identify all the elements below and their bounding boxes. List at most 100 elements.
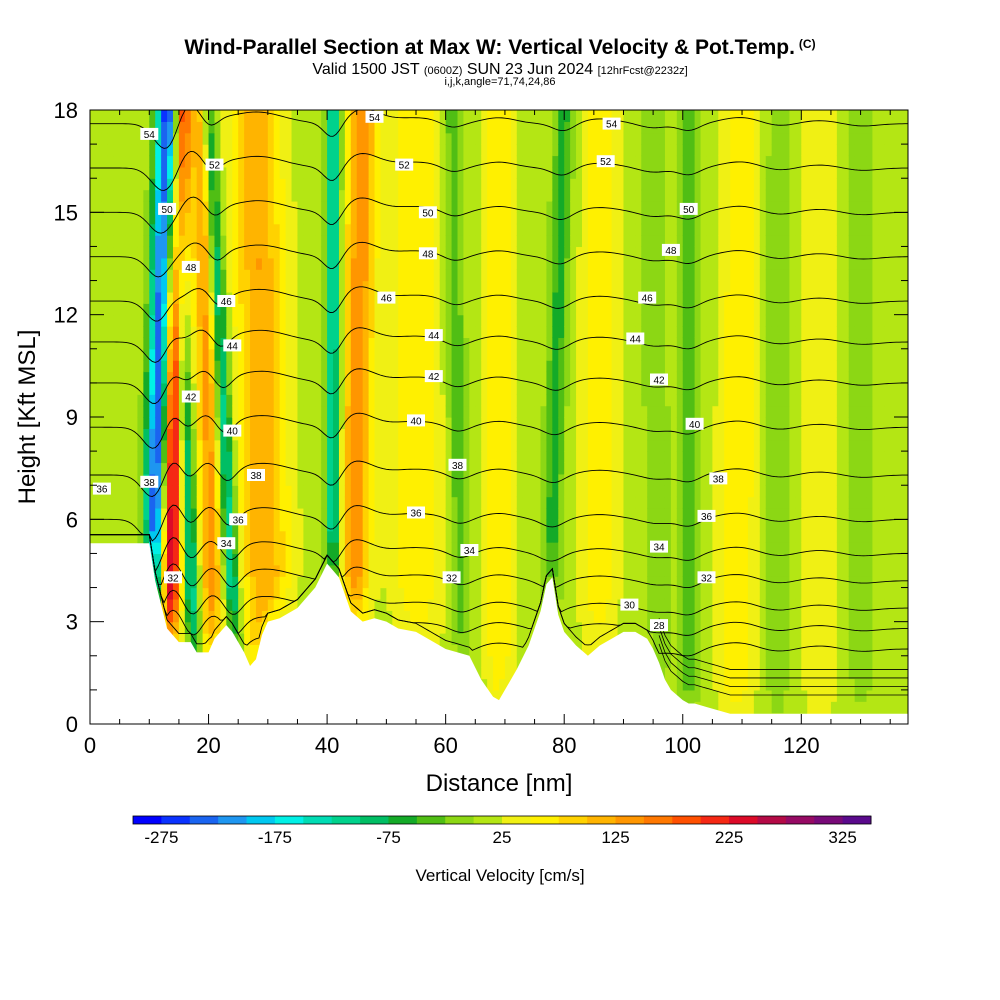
velocity-cell bbox=[421, 496, 429, 509]
velocity-cell bbox=[220, 394, 227, 407]
velocity-cell bbox=[617, 451, 625, 464]
velocity-cell bbox=[315, 337, 322, 350]
valid-date: SUN 23 Jun 2024 bbox=[466, 61, 594, 78]
velocity-cell bbox=[380, 144, 387, 157]
velocity-cell bbox=[344, 189, 352, 202]
velocity-cell bbox=[581, 405, 589, 418]
velocity-cell bbox=[196, 587, 204, 600]
velocity-cell bbox=[605, 303, 613, 316]
velocity-cell bbox=[421, 530, 429, 543]
velocity-cell bbox=[90, 178, 97, 191]
velocity-cell bbox=[481, 257, 488, 270]
velocity-cell bbox=[617, 439, 625, 452]
velocity-cell bbox=[172, 587, 180, 600]
velocity-cell bbox=[309, 553, 316, 566]
velocity-cell bbox=[143, 530, 150, 543]
velocity-cell bbox=[439, 212, 447, 225]
velocity-cell bbox=[469, 564, 476, 577]
velocity-cell bbox=[463, 644, 470, 657]
velocity-cell bbox=[380, 121, 387, 134]
velocity-cell bbox=[629, 132, 636, 145]
velocity-cell bbox=[510, 428, 518, 441]
velocity-cell bbox=[469, 371, 476, 384]
velocity-cell bbox=[303, 144, 310, 157]
velocity-cell bbox=[605, 166, 613, 179]
velocity-cell bbox=[540, 564, 548, 577]
velocity-cell bbox=[226, 212, 233, 225]
velocity-cell bbox=[196, 598, 204, 611]
velocity-cell bbox=[107, 223, 115, 236]
velocity-cell bbox=[457, 291, 465, 304]
velocity-cell bbox=[273, 303, 281, 316]
velocity-cell bbox=[516, 485, 524, 498]
velocity-cell bbox=[611, 144, 619, 157]
velocity-cell bbox=[433, 587, 441, 600]
velocity-cell bbox=[113, 405, 121, 418]
velocity-cell bbox=[143, 257, 150, 270]
velocity-cell bbox=[95, 235, 103, 248]
velocity-cell bbox=[137, 519, 144, 532]
velocity-cell bbox=[516, 394, 524, 407]
velocity-cell bbox=[303, 280, 310, 293]
velocity-cell bbox=[587, 576, 595, 589]
velocity-cell bbox=[255, 110, 263, 122]
velocity-cell bbox=[457, 633, 465, 646]
velocity-cell bbox=[303, 576, 310, 589]
velocity-cell bbox=[285, 257, 293, 270]
velocity-cell bbox=[356, 428, 364, 441]
velocity-cell bbox=[161, 178, 168, 191]
velocity-cell bbox=[315, 200, 322, 213]
velocity-cell bbox=[398, 291, 405, 304]
velocity-cell bbox=[214, 485, 222, 498]
velocity-cell bbox=[493, 485, 500, 498]
velocity-cell bbox=[238, 564, 245, 577]
velocity-cell bbox=[593, 394, 601, 407]
velocity-cell bbox=[250, 257, 257, 270]
velocity-cell bbox=[338, 155, 346, 168]
velocity-cell bbox=[149, 189, 156, 202]
velocity-cell bbox=[101, 405, 109, 418]
velocity-cell bbox=[285, 553, 293, 566]
velocity-cell bbox=[101, 144, 109, 157]
velocity-cell bbox=[368, 326, 376, 339]
velocity-cell bbox=[475, 564, 482, 577]
velocity-cell bbox=[552, 121, 559, 134]
velocity-cell bbox=[493, 553, 500, 566]
velocity-cell bbox=[291, 348, 299, 361]
velocity-cell bbox=[605, 223, 613, 236]
velocity-cell bbox=[398, 132, 405, 145]
velocity-cell bbox=[167, 439, 174, 452]
velocity-cell bbox=[611, 621, 619, 634]
velocity-cell bbox=[475, 178, 482, 191]
velocity-cell bbox=[356, 200, 364, 213]
velocity-cell bbox=[522, 314, 530, 327]
velocity-cell bbox=[463, 371, 470, 384]
velocity-cell bbox=[570, 405, 577, 418]
velocity-cell bbox=[623, 542, 631, 555]
velocity-cell bbox=[125, 303, 133, 316]
velocity-cell bbox=[244, 564, 251, 577]
velocity-cell bbox=[552, 576, 559, 589]
velocity-cell bbox=[244, 110, 251, 122]
velocity-cell bbox=[599, 553, 607, 566]
velocity-cell bbox=[457, 280, 465, 293]
velocity-cell bbox=[208, 473, 216, 486]
velocity-cell bbox=[605, 337, 613, 350]
velocity-cell bbox=[267, 587, 275, 600]
velocity-cell bbox=[593, 360, 601, 373]
velocity-cell bbox=[208, 542, 216, 555]
velocity-cell bbox=[149, 451, 156, 464]
velocity-cell bbox=[457, 178, 465, 191]
velocity-cell bbox=[232, 360, 239, 373]
velocity-cell bbox=[510, 473, 518, 486]
velocity-cell bbox=[605, 496, 613, 509]
velocity-cell bbox=[161, 212, 168, 225]
velocity-cell bbox=[522, 303, 530, 316]
velocity-cell bbox=[457, 166, 465, 179]
velocity-cell bbox=[167, 155, 174, 168]
velocity-cell bbox=[617, 337, 625, 350]
velocity-cell bbox=[593, 485, 601, 498]
velocity-cell bbox=[113, 155, 121, 168]
velocity-cell bbox=[421, 417, 429, 429]
velocity-cell bbox=[599, 621, 607, 634]
